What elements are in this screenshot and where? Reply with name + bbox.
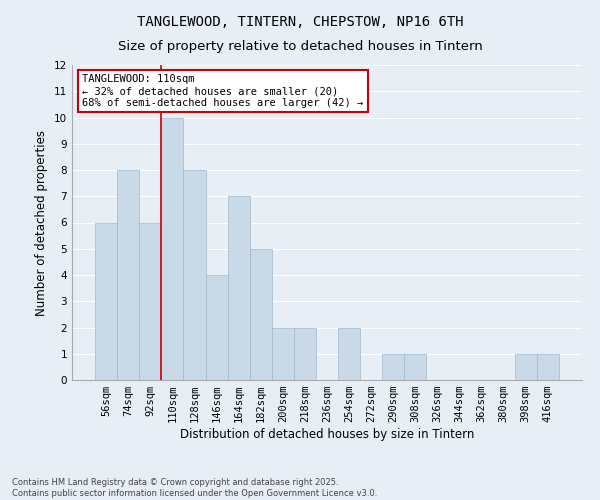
Bar [338, 328, 360, 380]
Bar [537, 354, 559, 380]
Bar [206, 275, 227, 380]
Bar [227, 196, 250, 380]
Y-axis label: Number of detached properties: Number of detached properties [35, 130, 49, 316]
X-axis label: Distribution of detached houses by size in Tintern: Distribution of detached houses by size … [180, 428, 474, 441]
Bar [404, 354, 427, 380]
Bar [117, 170, 139, 380]
Bar [184, 170, 206, 380]
Text: TANGLEWOOD: 110sqm
← 32% of detached houses are smaller (20)
68% of semi-detache: TANGLEWOOD: 110sqm ← 32% of detached hou… [82, 74, 364, 108]
Bar [382, 354, 404, 380]
Text: Size of property relative to detached houses in Tintern: Size of property relative to detached ho… [118, 40, 482, 53]
Bar [515, 354, 537, 380]
Text: Contains HM Land Registry data © Crown copyright and database right 2025.
Contai: Contains HM Land Registry data © Crown c… [12, 478, 377, 498]
Bar [161, 118, 184, 380]
Bar [139, 222, 161, 380]
Text: TANGLEWOOD, TINTERN, CHEPSTOW, NP16 6TH: TANGLEWOOD, TINTERN, CHEPSTOW, NP16 6TH [137, 15, 463, 29]
Bar [294, 328, 316, 380]
Bar [95, 222, 117, 380]
Bar [250, 248, 272, 380]
Bar [272, 328, 294, 380]
